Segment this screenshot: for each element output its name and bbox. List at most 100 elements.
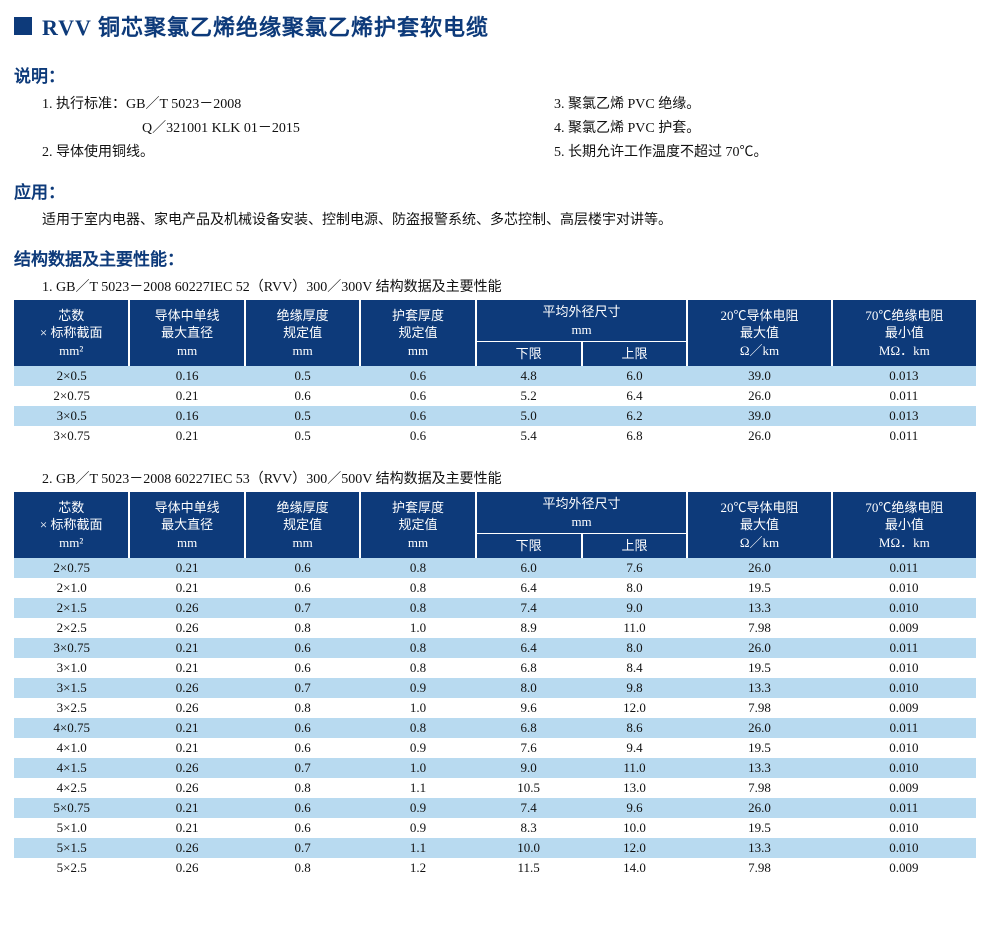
table-cell: 9.4 <box>582 738 688 758</box>
table-cell: 12.0 <box>582 698 688 718</box>
table-cell: 11.5 <box>476 858 582 878</box>
page-title: RVV 铜芯聚氯乙烯绝缘聚氯乙烯护套软电缆 <box>42 10 489 42</box>
table-cell: 0.6 <box>245 386 360 406</box>
table-cell: 0.9 <box>360 798 475 818</box>
table-row: 5×1.00.210.60.98.310.019.50.010 <box>14 818 976 838</box>
table-cell: 26.0 <box>687 426 831 446</box>
table-cell: 0.8 <box>245 698 360 718</box>
table-cell: 0.16 <box>129 406 244 426</box>
table-cell: 7.98 <box>687 778 831 798</box>
header-line: 上限 <box>585 345 685 363</box>
header-line: mm <box>248 342 357 360</box>
table-cell: 7.98 <box>687 618 831 638</box>
table-cell: 0.5 <box>245 426 360 446</box>
table-header-cell: 芯数× 标称截面mm² <box>14 492 129 558</box>
table-cell: 0.6 <box>245 798 360 818</box>
table-cell: 1.0 <box>360 758 475 778</box>
table-cell: 6.8 <box>582 426 688 446</box>
table-cell: 0.010 <box>832 738 976 758</box>
header-line: 绝缘厚度 <box>248 499 357 517</box>
table1-head: 芯数× 标称截面mm²导体中单线最大直径mm绝缘厚度规定值mm护套厚度规定值mm… <box>14 300 976 366</box>
table-cell: 5.0 <box>476 406 582 426</box>
table-cell: 2×1.5 <box>14 598 129 618</box>
header-line: MΩ．km <box>835 534 974 552</box>
page-title-row: RVV 铜芯聚氯乙烯绝缘聚氯乙烯护套软电缆 <box>14 10 976 42</box>
table-cell: 6.4 <box>582 386 688 406</box>
table-header-cell: 20℃导体电阻最大值Ω／km <box>687 300 831 366</box>
table-cell: 2×2.5 <box>14 618 129 638</box>
table-header-cell: 导体中单线最大直径mm <box>129 300 244 366</box>
table-cell: 13.3 <box>687 838 831 858</box>
table-cell: 0.009 <box>832 778 976 798</box>
table-cell: 2×0.75 <box>14 558 129 578</box>
table-cell: 4×2.5 <box>14 778 129 798</box>
header-line: 护套厚度 <box>363 307 472 325</box>
desc-left-1: Q／321001 KLK 01－2015 <box>42 117 464 141</box>
table-cell: 1.0 <box>360 698 475 718</box>
table-cell: 0.013 <box>832 406 976 426</box>
description-left-col: 1. 执行标准：GB／T 5023－2008 Q／321001 KLK 01－2… <box>42 93 464 164</box>
header-line: 芯数 <box>16 499 126 517</box>
table-cell: 7.4 <box>476 598 582 618</box>
table1-caption: 1. GB／T 5023－2008 60227IEC 52（RVV）300／30… <box>42 276 976 296</box>
table-row: 3×0.750.210.50.65.46.826.00.011 <box>14 426 976 446</box>
table-cell: 0.010 <box>832 578 976 598</box>
header-line: mm <box>479 321 685 339</box>
table-cell: 0.013 <box>832 366 976 386</box>
table-cell: 13.0 <box>582 778 688 798</box>
table-cell: 0.010 <box>832 598 976 618</box>
header-line: 下限 <box>479 537 579 555</box>
table-cell: 0.21 <box>129 578 244 598</box>
table-header-cell: 平均外径尺寸mm <box>476 300 688 342</box>
table-cell: 7.98 <box>687 698 831 718</box>
desc-left-2: 2. 导体使用铜线。 <box>42 141 464 165</box>
table-cell: 0.010 <box>832 758 976 778</box>
table-cell: 0.7 <box>245 758 360 778</box>
table-cell: 0.21 <box>129 718 244 738</box>
table-cell: 0.8 <box>245 618 360 638</box>
header-line: 20℃导体电阻 <box>690 307 828 325</box>
table-cell: 9.0 <box>476 758 582 778</box>
table-cell: 0.21 <box>129 738 244 758</box>
table1-body: 2×0.50.160.50.64.86.039.00.0132×0.750.21… <box>14 366 976 446</box>
header-line: 最大值 <box>690 516 828 534</box>
table-row: 2×1.50.260.70.87.49.013.30.010 <box>14 598 976 618</box>
table-cell: 0.6 <box>245 558 360 578</box>
table-cell: 26.0 <box>687 718 831 738</box>
table-cell: 3×2.5 <box>14 698 129 718</box>
table-cell: 13.3 <box>687 758 831 778</box>
desc-right-2: 5. 长期允许工作温度不超过 70℃。 <box>554 141 976 165</box>
header-line: 最大直径 <box>132 516 241 534</box>
table-cell: 26.0 <box>687 638 831 658</box>
table-cell: 7.98 <box>687 858 831 878</box>
header-line: 导体中单线 <box>132 307 241 325</box>
table-cell: 0.26 <box>129 698 244 718</box>
table-row: 4×1.50.260.71.09.011.013.30.010 <box>14 758 976 778</box>
table-cell: 0.9 <box>360 738 475 758</box>
table-row: 5×1.50.260.71.110.012.013.30.010 <box>14 838 976 858</box>
table-cell: 26.0 <box>687 798 831 818</box>
table-row: 4×1.00.210.60.97.69.419.50.010 <box>14 738 976 758</box>
table-cell: 6.0 <box>476 558 582 578</box>
table-cell: 0.7 <box>245 838 360 858</box>
table-cell: 0.21 <box>129 558 244 578</box>
table-header-cell: 护套厚度规定值mm <box>360 492 475 558</box>
description-heading: 说明： <box>14 62 976 87</box>
table-cell: 0.009 <box>832 618 976 638</box>
table-row: 4×2.50.260.81.110.513.07.980.009 <box>14 778 976 798</box>
table-cell: 39.0 <box>687 366 831 386</box>
table-cell: 0.6 <box>360 406 475 426</box>
header-line: 最大直径 <box>132 324 241 342</box>
table-cell: 5×2.5 <box>14 858 129 878</box>
table-cell: 8.0 <box>582 638 688 658</box>
table-header-cell: 导体中单线最大直径mm <box>129 492 244 558</box>
table-header-cell: 护套厚度规定值mm <box>360 300 475 366</box>
table-cell: 0.21 <box>129 818 244 838</box>
table-cell: 0.8 <box>245 778 360 798</box>
table-cell: 6.4 <box>476 578 582 598</box>
table-cell: 0.6 <box>245 738 360 758</box>
table-cell: 0.8 <box>245 858 360 878</box>
table-header-cell: 20℃导体电阻最大值Ω／km <box>687 492 831 558</box>
table-cell: 4×1.5 <box>14 758 129 778</box>
table-cell: 9.6 <box>476 698 582 718</box>
